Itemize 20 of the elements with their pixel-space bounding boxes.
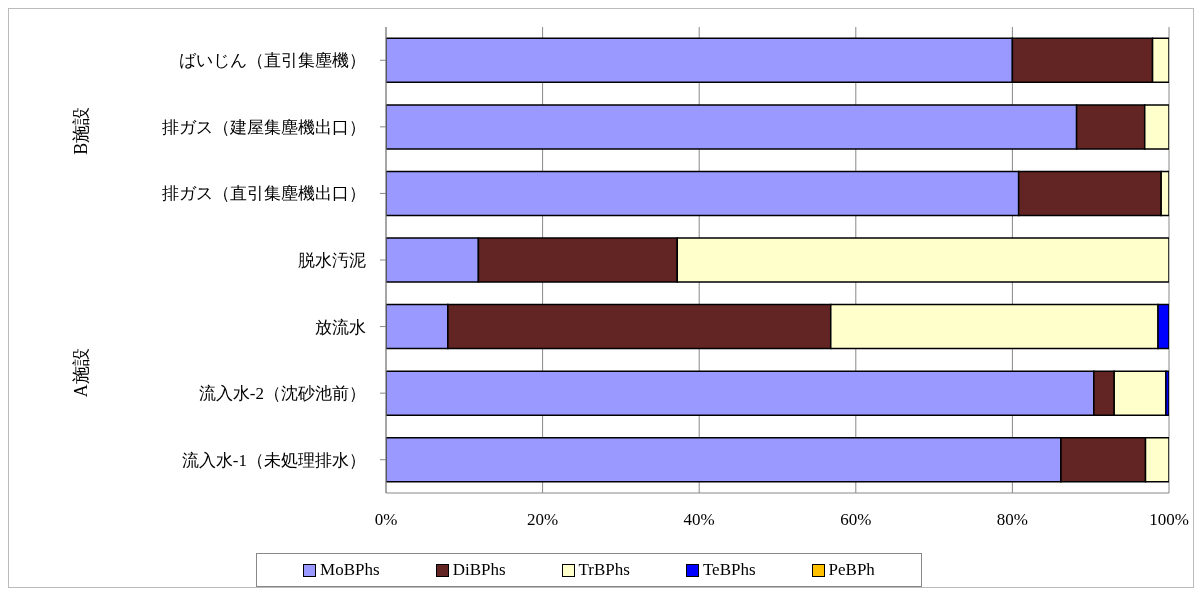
x-tick-label: 20%: [527, 510, 559, 530]
x-tick-label: 60%: [840, 510, 872, 530]
legend-label: MoBPhs: [319, 560, 380, 580]
x-tick-label: 80%: [996, 510, 1028, 530]
x-tick-label: 100%: [1149, 510, 1189, 530]
y-tick-label: 流入水-2（沈砂池前）: [198, 384, 366, 404]
legend-label: TeBPhs: [701, 560, 756, 580]
x-tick-label: 0%: [374, 510, 398, 530]
text: A施設: [71, 348, 91, 398]
y-tick-label: 放流水: [315, 317, 366, 337]
y-tick-label: 排ガス（建屋集塵機出口）: [162, 117, 366, 137]
y-tick-label: 排ガス（直引集塵機出口）: [162, 184, 366, 204]
legend-label: TrBPhs: [577, 560, 630, 580]
y-tick-label: 脱水汚泥: [298, 251, 366, 271]
text: B施設: [71, 106, 91, 155]
legend-label: PeBPh: [827, 560, 875, 580]
y-tick-label: 流入水-1（未処理排水）: [181, 450, 366, 470]
legend-label: DiBPhs: [451, 560, 506, 580]
y-tick-label: ばいじん（直引集塵機）: [179, 51, 366, 71]
x-tick-label: 40%: [683, 510, 715, 530]
